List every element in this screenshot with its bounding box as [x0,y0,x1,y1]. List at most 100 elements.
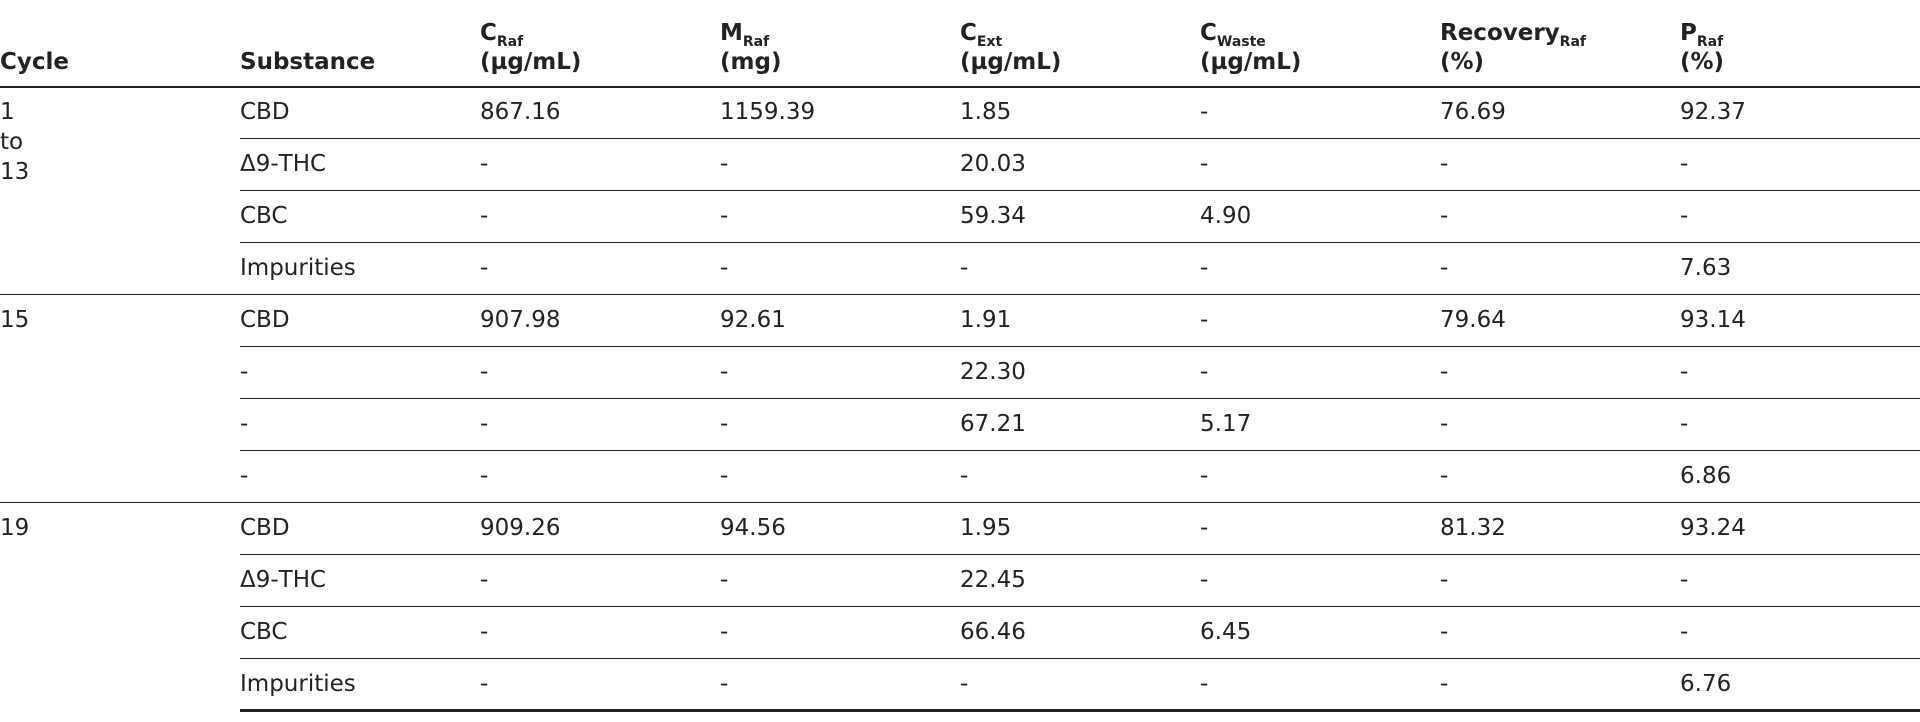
header-main: C [1200,20,1217,46]
cell: - [240,359,249,385]
header-sub: Raf [742,34,770,50]
cycle-label: 19 [0,515,30,541]
cell: - [1440,203,1449,229]
cell: CBD [240,515,290,541]
cell: 5.17 [1200,411,1252,437]
cell: - [720,255,729,281]
cell: - [1680,619,1689,645]
cell: - [960,463,969,489]
cell: 6.76 [1680,671,1732,697]
cell: - [1440,671,1449,697]
column-header: PRaf [1680,18,1723,57]
cell: - [1680,359,1689,385]
cell: - [1680,567,1689,593]
cell: 93.14 [1680,307,1746,333]
cell: 6.45 [1200,619,1252,645]
cell: CBD [240,307,290,333]
cell: 7.63 [1680,255,1732,281]
header-sub: Raf [496,34,524,50]
cell: - [1200,255,1209,281]
cell: 66.46 [960,619,1026,645]
cell: - [1440,411,1449,437]
header-unit: (µg/mL) [1200,49,1302,75]
cycle-label: 15 [0,307,30,333]
header-sub: Raf [1559,34,1586,50]
rule [0,502,1920,503]
cell: 909.26 [480,515,561,541]
cell: - [1200,359,1209,385]
cell: - [1440,151,1449,177]
cell: 92.61 [720,307,786,333]
cell: - [1680,151,1689,177]
rule [240,138,1920,139]
cell: - [960,255,969,281]
header-unit: (%) [1680,49,1725,75]
rule [240,554,1920,555]
cell: 907.98 [480,307,561,333]
cycle-label: to [0,129,24,155]
cell: - [480,411,489,437]
cell: Impurities [240,255,356,281]
cell: - [240,463,249,489]
cell: - [720,619,729,645]
cycle-label: 13 [0,159,30,185]
cell: 1.91 [960,307,1012,333]
column-header: Substance [240,47,375,77]
cell: - [1440,567,1449,593]
cell: - [240,411,249,437]
cell: 867.16 [480,99,561,125]
cell: - [1680,203,1689,229]
cell: 92.37 [1680,99,1746,125]
cell: - [720,411,729,437]
cell: 6.86 [1680,463,1732,489]
header-sub: Raf [1696,34,1724,50]
rule [240,346,1920,347]
cell: 79.64 [1440,307,1506,333]
column-header: MRaf [720,18,769,57]
rule [0,86,1920,88]
header-unit: (µg/mL) [960,49,1062,75]
header-sub: Waste [1216,34,1266,50]
cell: - [480,203,489,229]
cell: - [480,359,489,385]
cell: CBD [240,99,290,125]
cell: - [1440,463,1449,489]
cell: - [1200,671,1209,697]
cell: - [1440,359,1449,385]
cell: 76.69 [1440,99,1506,125]
cell: - [480,463,489,489]
cell: - [480,255,489,281]
rule [240,190,1920,191]
cell: 67.21 [960,411,1026,437]
cell: - [720,203,729,229]
cell: Δ9-THC [240,567,327,593]
cell: 94.56 [720,515,786,541]
cell: - [1200,567,1209,593]
cell: - [720,463,729,489]
cell: 22.30 [960,359,1026,385]
column-header: CRaf [480,18,523,57]
cell: CBC [240,203,288,229]
cell: 1159.39 [720,99,816,125]
cell: 20.03 [960,151,1026,177]
cell: 1.95 [960,515,1012,541]
cell: CBC [240,619,288,645]
cell: 22.45 [960,567,1026,593]
cell: - [1680,411,1689,437]
column-header: RecoveryRaf [1440,18,1586,57]
cell: - [1200,515,1209,541]
cell: 93.24 [1680,515,1746,541]
column-header: CWaste [1200,18,1266,57]
column-header: Cycle [0,47,69,77]
cell: - [1440,619,1449,645]
cell: - [1200,463,1209,489]
header-main: Recovery [1440,20,1560,46]
rule [240,398,1920,399]
rule [240,606,1920,607]
cell: - [1200,307,1209,333]
cell: - [960,671,969,697]
rule [0,294,1920,295]
header-main: C [960,20,977,46]
cell: - [1440,255,1449,281]
cycle-label: 1 [0,99,15,125]
